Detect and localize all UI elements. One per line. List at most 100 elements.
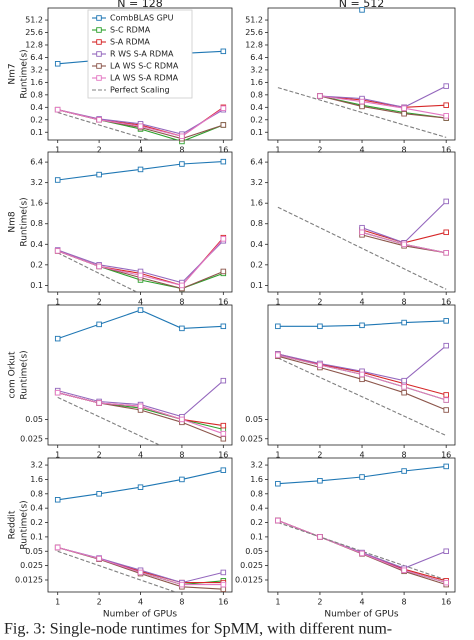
y-tick-label: 0.4 (250, 504, 263, 513)
marker (54, 497, 61, 503)
marker (179, 416, 185, 423)
x-tick-label: 4 (138, 598, 143, 607)
marker (179, 476, 185, 483)
marker (54, 106, 61, 113)
x-tick-label: 16 (441, 451, 451, 460)
marker (54, 544, 61, 551)
y-tick-label: 0.2 (30, 115, 43, 124)
marker (96, 491, 102, 497)
y-tick-label: 25.6 (25, 28, 43, 37)
x-tick-label: 1 (275, 298, 280, 307)
y-tick-label: 0.1 (30, 128, 43, 137)
marker (443, 198, 449, 205)
plot-frame (267, 7, 456, 141)
y-tick-label: 3.2 (250, 178, 263, 187)
x-tick-label: 4 (138, 451, 143, 460)
marker (220, 323, 227, 330)
marker (443, 579, 449, 586)
x-tick-label: 1 (275, 598, 280, 607)
marker (443, 229, 449, 236)
marker (220, 122, 227, 128)
marker (443, 548, 449, 555)
marker (137, 166, 144, 173)
y-axis-label: Runtime(s) (20, 49, 30, 98)
marker (359, 550, 365, 557)
y-tick-label: 0.1 (30, 281, 43, 290)
series-line (57, 392, 224, 440)
plot-frame (47, 7, 233, 141)
marker (137, 307, 144, 313)
series-layer (57, 469, 224, 592)
y-tick-label: 0.025 (20, 434, 43, 443)
y-tick-label: 0.8 (250, 489, 263, 498)
marker (317, 478, 323, 484)
series-line (277, 87, 447, 138)
series-line (277, 355, 447, 411)
marker (317, 534, 323, 540)
marker (96, 117, 102, 123)
marker (54, 248, 61, 254)
series-line (57, 546, 224, 584)
y-tick-label: 0.8 (250, 219, 263, 228)
marker (401, 384, 407, 390)
y-tick-label: 0.2 (250, 260, 263, 269)
marker (220, 422, 227, 429)
row-label: com Orkut (8, 351, 18, 399)
marker (220, 467, 227, 473)
plot-frame (267, 457, 456, 593)
x-tick-label: 2 (317, 451, 322, 460)
y-tick-label: 1.6 (250, 199, 263, 208)
y-tick-label: 0.2 (250, 115, 263, 124)
y-tick-label: 6.4 (250, 53, 263, 62)
y-tick-label: 0.2 (30, 260, 43, 269)
legend-label: CombBLAS GPU (110, 14, 174, 23)
row-label: Nm7 (8, 63, 18, 84)
x-tick-label: 16 (218, 598, 228, 607)
marker (401, 241, 407, 248)
y-tick-label: 0.4 (30, 240, 43, 249)
series-line (319, 95, 447, 119)
legend-marker (96, 51, 102, 57)
marker (137, 403, 144, 410)
legend-marker (96, 15, 102, 21)
x-tick-label: 2 (97, 146, 102, 155)
x-tick-label: 4 (359, 298, 364, 307)
x-tick-label: 4 (359, 598, 364, 607)
y-tick-label: 1.6 (30, 78, 43, 87)
marker (443, 102, 449, 108)
marker (220, 268, 227, 275)
x-tick-label: 1 (55, 298, 60, 307)
y-tick-label: 25.6 (245, 28, 263, 37)
marker (317, 323, 323, 330)
marker (96, 171, 102, 178)
y-axis-label: Runtime(s) (20, 197, 30, 246)
plot-frame (267, 304, 456, 446)
marker (220, 569, 227, 576)
y-tick-label: 0.025 (20, 561, 43, 570)
x-tick-label: 2 (97, 598, 102, 607)
x-tick-label: 16 (441, 146, 451, 155)
marker (54, 335, 61, 342)
x-tick-label: 16 (218, 298, 228, 307)
x-tick-label: 8 (402, 298, 407, 307)
series-line (57, 252, 138, 292)
marker (96, 400, 102, 406)
x-axis-label: Number of GPUs (324, 610, 399, 620)
y-tick-label: 6.4 (30, 53, 43, 62)
legend-label: S-C RDMA (110, 26, 151, 35)
marker (179, 282, 185, 289)
panel-title: N = 512 (339, 0, 384, 10)
x-tick-label: 4 (138, 298, 143, 307)
y-tick-label: 0.1 (250, 281, 263, 290)
series-line (277, 519, 447, 569)
series-layer (277, 201, 447, 290)
series-line (57, 309, 224, 340)
x-tick-label: 8 (179, 146, 184, 155)
y-tick-label: 51.2 (245, 16, 263, 25)
series-line (57, 392, 224, 435)
marker (443, 392, 449, 398)
legend-marker (96, 63, 102, 69)
y-tick-label: 3.2 (30, 65, 43, 74)
x-tick-label: 8 (402, 146, 407, 155)
